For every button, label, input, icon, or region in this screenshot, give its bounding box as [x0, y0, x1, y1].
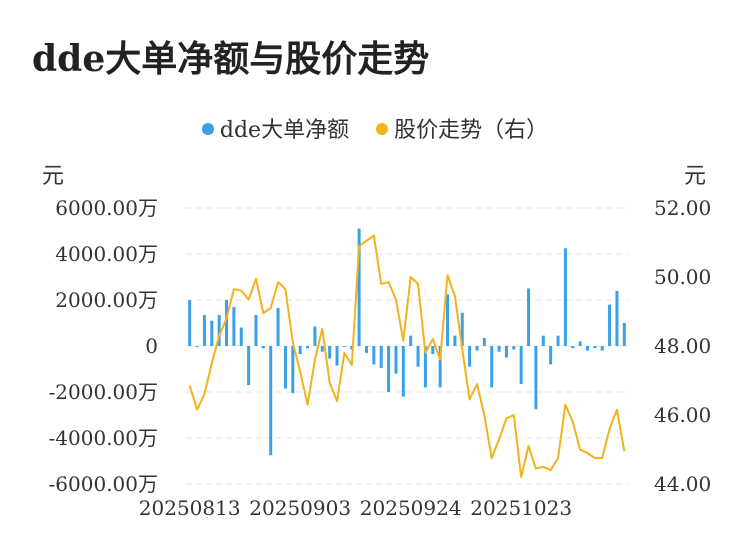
y-left-tick-label: -6000.00万	[49, 472, 158, 496]
y-right-tick-label: 48.00	[654, 334, 711, 358]
bar	[585, 346, 589, 351]
bar	[298, 346, 302, 355]
y-right-tick-label: 52.00	[654, 196, 711, 220]
bar	[578, 341, 582, 346]
bar	[504, 346, 508, 358]
x-tick-label: 20250903	[249, 496, 351, 520]
bar	[350, 346, 354, 350]
bar	[379, 346, 383, 368]
left-axis-unit: 元	[42, 164, 65, 189]
bar	[409, 335, 413, 346]
bar	[556, 335, 560, 346]
y-right-tick-label: 46.00	[654, 403, 711, 427]
bar	[490, 346, 494, 388]
bar	[283, 346, 287, 389]
bar	[276, 308, 280, 346]
y-left-tick-label: 4000.00万	[55, 242, 158, 266]
bar	[387, 346, 391, 392]
bar	[416, 346, 420, 367]
bar	[202, 314, 206, 346]
bar	[239, 327, 243, 346]
bar	[534, 346, 538, 410]
bar	[254, 314, 258, 346]
bar	[423, 346, 427, 388]
bar	[188, 300, 192, 346]
bar	[482, 337, 486, 346]
y-left-tick-label: 0	[145, 334, 158, 358]
chart-title: dde大单净额与股价走势	[32, 38, 430, 80]
y-right-tick-label: 50.00	[654, 265, 711, 289]
legend-item-dde[interactable]: dde大单净额	[201, 112, 350, 144]
bar	[431, 346, 435, 355]
bar	[549, 346, 553, 365]
bar	[622, 323, 626, 346]
legend-dot-dde-icon	[201, 123, 214, 135]
bar	[217, 314, 221, 346]
y-left-tick-label: 6000.00万	[55, 196, 158, 220]
bar	[357, 228, 361, 346]
bar	[342, 346, 346, 347]
legend-dot-price-icon	[376, 123, 389, 135]
bar	[541, 335, 545, 346]
bar	[512, 346, 516, 350]
bar	[269, 346, 273, 456]
legend-label-dde: dde大单净额	[219, 118, 350, 143]
bar	[306, 346, 310, 349]
bar	[320, 346, 324, 352]
bar	[372, 346, 376, 365]
bar	[593, 346, 597, 349]
legend-label-price: 股价走势（右）	[394, 118, 549, 143]
bar	[225, 300, 229, 346]
bar	[468, 346, 472, 367]
bar	[335, 346, 339, 366]
bar	[600, 346, 604, 351]
x-tick-label: 20250813	[139, 496, 241, 520]
bar	[519, 346, 523, 384]
bar	[401, 346, 405, 397]
bar	[446, 294, 450, 346]
right-axis-unit: 元	[684, 164, 707, 189]
bar	[364, 346, 368, 353]
bar	[232, 306, 236, 346]
bar	[195, 346, 199, 348]
bar	[313, 326, 317, 346]
price-line	[188, 234, 626, 479]
bar	[563, 248, 567, 346]
bar	[328, 346, 332, 359]
y-left-tick-label: 2000.00万	[55, 288, 158, 312]
bar	[261, 346, 265, 349]
x-tick-label: 20250924	[360, 496, 462, 520]
y-left-tick-label: -2000.00万	[49, 380, 158, 404]
bar	[247, 346, 251, 386]
bar	[475, 346, 479, 351]
bar	[527, 288, 531, 346]
x-tick-label: 20251023	[470, 496, 572, 520]
bar	[571, 346, 575, 349]
bar	[394, 346, 398, 374]
chart-legend: dde大单净额 股价走势（右）	[0, 112, 750, 144]
bar	[453, 335, 457, 346]
bar	[608, 304, 612, 346]
y-left-tick-label: -4000.00万	[49, 426, 158, 450]
bar	[438, 346, 442, 388]
bar	[210, 320, 214, 346]
legend-item-price[interactable]: 股价走势（右）	[376, 112, 548, 144]
y-right-tick-label: 44.00	[654, 472, 711, 496]
bar	[291, 346, 295, 394]
bar	[460, 312, 464, 346]
bar	[497, 346, 501, 352]
bar	[615, 290, 619, 346]
